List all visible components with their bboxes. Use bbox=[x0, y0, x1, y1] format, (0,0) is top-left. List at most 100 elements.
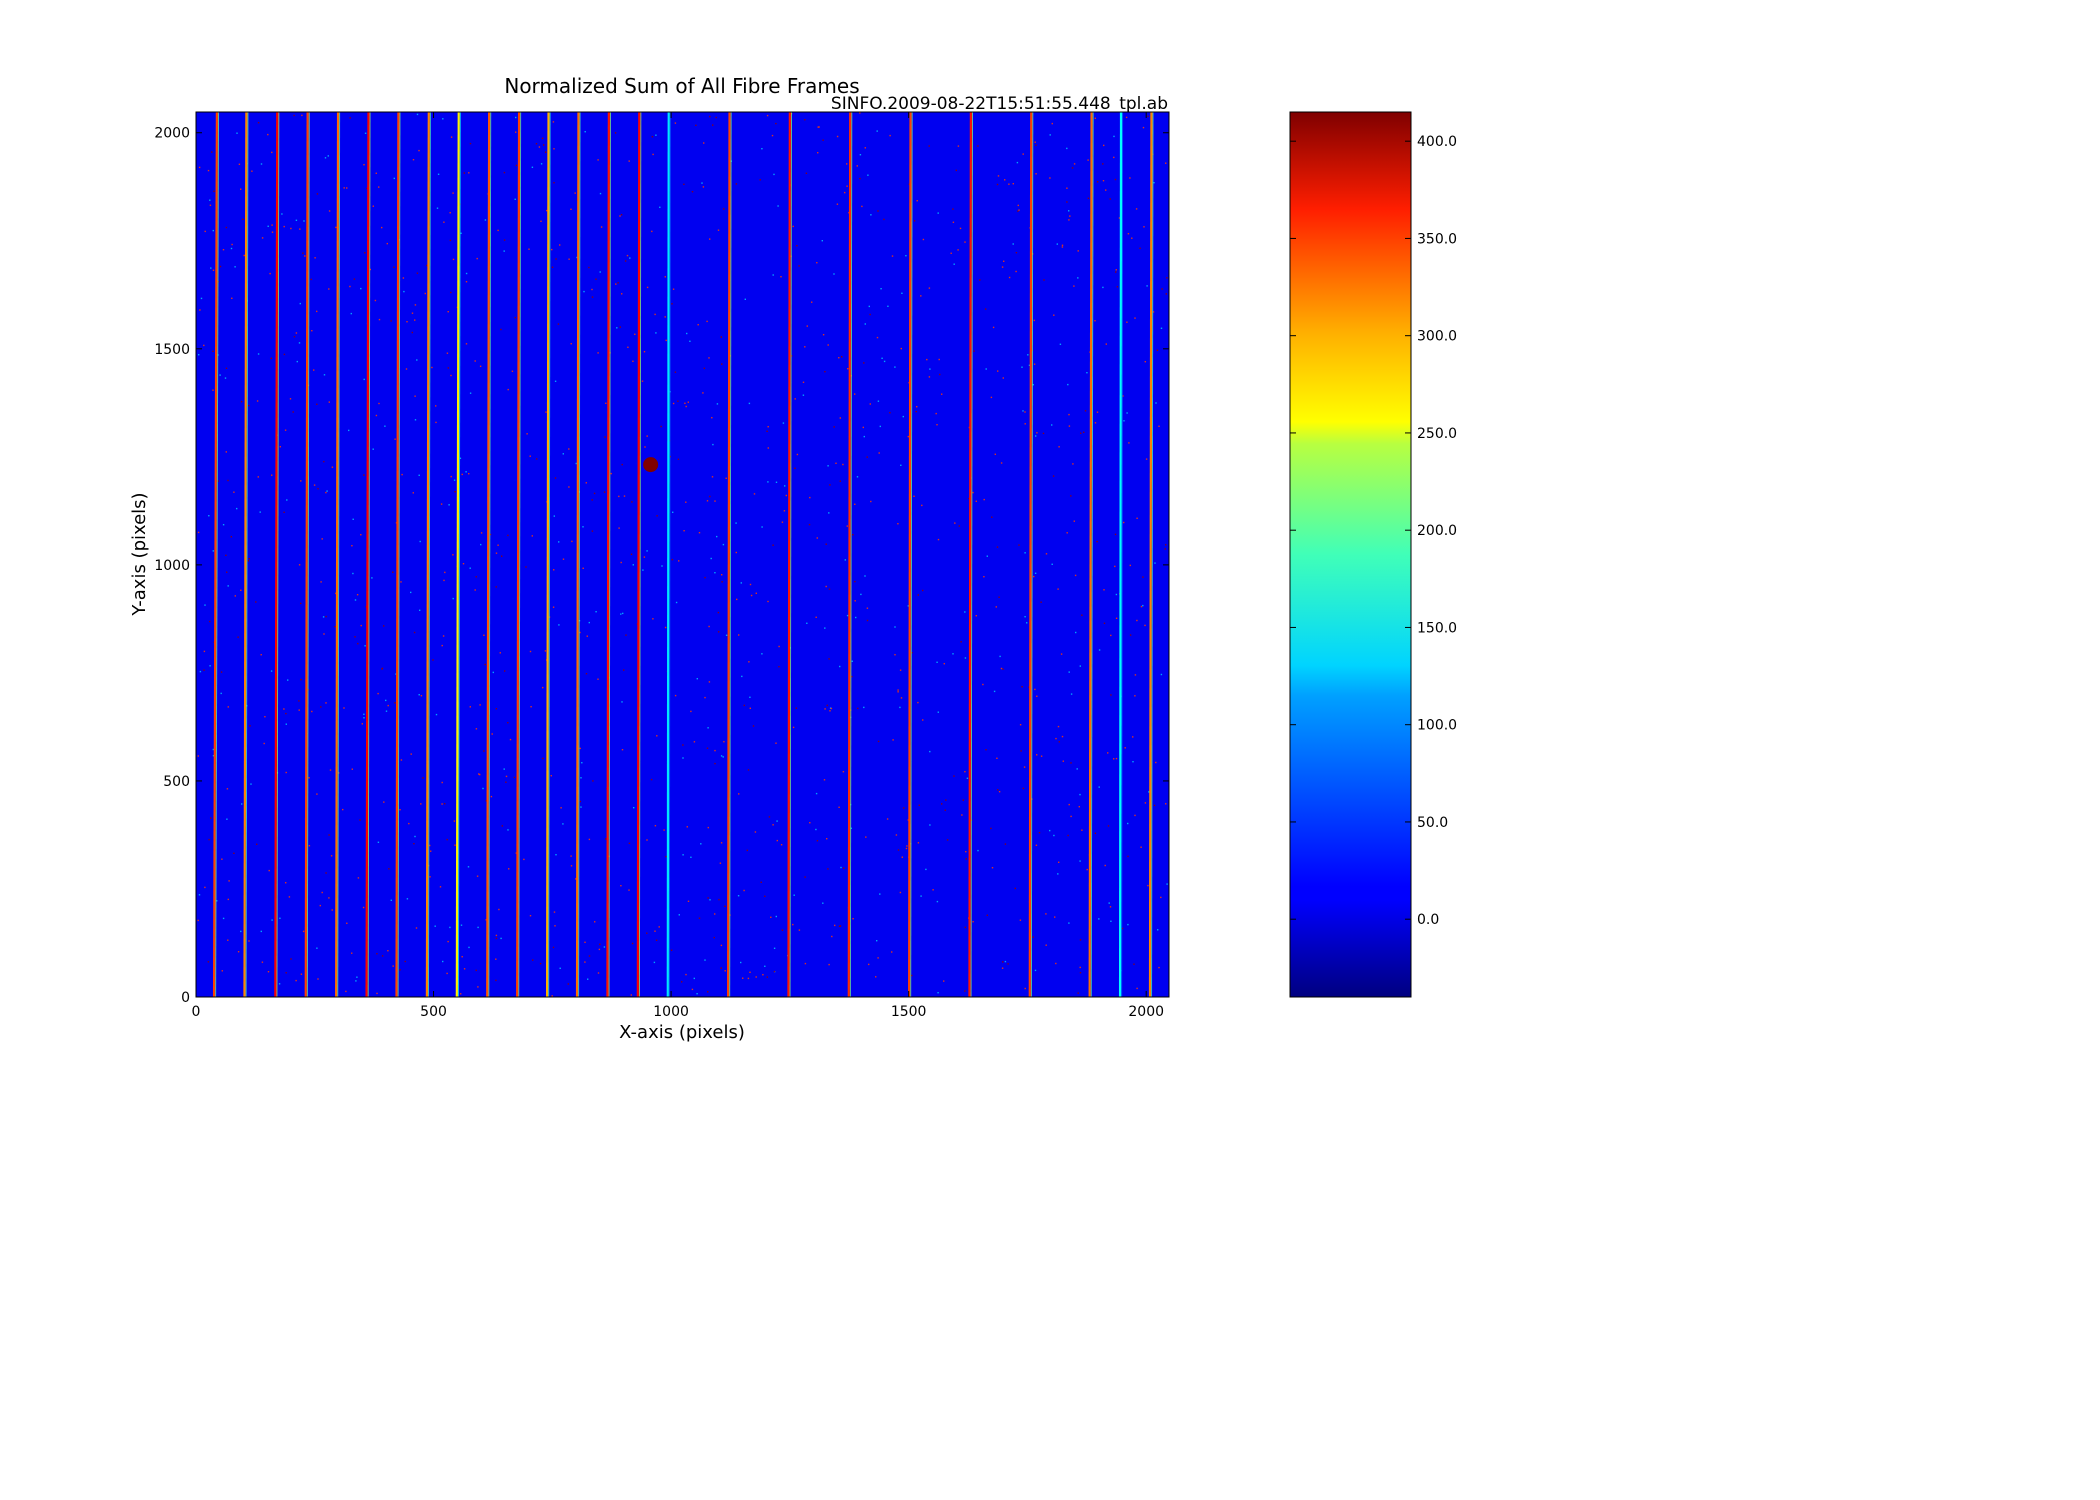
noise-speckle bbox=[448, 504, 450, 506]
noise-speckle bbox=[859, 154, 862, 156]
fibre-line-edge-8 bbox=[428, 112, 431, 997]
noise-speckle bbox=[603, 946, 606, 948]
noise-speckle bbox=[316, 947, 318, 949]
noise-speckle bbox=[261, 961, 264, 963]
noise-speckle bbox=[996, 183, 999, 186]
noise-speckle bbox=[995, 606, 997, 608]
noise-speckle bbox=[392, 571, 394, 573]
noise-speckle bbox=[597, 678, 599, 680]
noise-speckle bbox=[650, 778, 653, 781]
noise-speckle bbox=[453, 479, 456, 481]
noise-speckle bbox=[430, 850, 432, 852]
noise-speckle bbox=[690, 710, 692, 713]
noise-speckle bbox=[234, 266, 236, 268]
colorbar-tick-label: 100.0 bbox=[1417, 718, 1457, 734]
noise-speckle bbox=[722, 756, 724, 758]
noise-speckle bbox=[343, 707, 345, 709]
noise-speckle bbox=[1147, 884, 1149, 887]
noise-speckle bbox=[630, 553, 633, 555]
noise-speckle bbox=[200, 297, 203, 300]
noise-speckle bbox=[1094, 320, 1096, 322]
noise-speckle bbox=[550, 775, 552, 777]
noise-speckle bbox=[209, 665, 211, 667]
noise-speckle bbox=[1040, 755, 1043, 757]
noise-speckle bbox=[366, 187, 368, 190]
noise-speckle bbox=[1073, 520, 1075, 522]
noise-speckle bbox=[1153, 804, 1156, 807]
noise-speckle bbox=[271, 474, 273, 476]
noise-speckle bbox=[207, 961, 210, 963]
noise-speckle bbox=[293, 114, 295, 117]
noise-speckle bbox=[260, 654, 262, 656]
noise-speckle bbox=[1066, 187, 1068, 189]
noise-speckle bbox=[197, 531, 200, 534]
noise-speckle bbox=[887, 305, 889, 307]
noise-speckle bbox=[1134, 317, 1136, 319]
noise-speckle bbox=[632, 564, 634, 566]
noise-speckle bbox=[570, 855, 572, 857]
noise-speckle bbox=[514, 316, 516, 319]
noise-speckle bbox=[599, 192, 602, 195]
noise-speckle bbox=[1017, 210, 1019, 212]
noise-speckle bbox=[1129, 634, 1132, 636]
noise-speckle bbox=[231, 297, 233, 299]
noise-speckle bbox=[212, 748, 214, 751]
noise-speckle bbox=[1027, 354, 1029, 356]
fibre-lines bbox=[212, 112, 1154, 997]
noise-speckle bbox=[809, 822, 811, 824]
noise-speckle bbox=[704, 959, 706, 961]
noise-speckle bbox=[687, 900, 690, 902]
noise-speckle bbox=[855, 616, 857, 619]
noise-speckle bbox=[386, 242, 388, 245]
noise-speckle bbox=[833, 426, 835, 428]
noise-speckle bbox=[698, 532, 701, 534]
noise-speckle bbox=[1079, 793, 1081, 796]
noise-speckle bbox=[558, 624, 560, 626]
noise-speckle bbox=[515, 116, 517, 119]
noise-speckle bbox=[646, 286, 649, 289]
noise-speckle bbox=[1022, 787, 1025, 790]
noise-speckle bbox=[585, 673, 588, 675]
y-axis-label: Y-axis (pixels) bbox=[129, 492, 150, 616]
noise-speckle bbox=[261, 237, 264, 239]
noise-speckle bbox=[1094, 117, 1096, 119]
noise-speckle bbox=[212, 269, 215, 271]
noise-speckle bbox=[237, 636, 239, 638]
noise-speckle bbox=[412, 159, 415, 161]
noise-speckle bbox=[1109, 198, 1111, 200]
noise-speckle bbox=[345, 990, 347, 993]
noise-speckle bbox=[531, 535, 533, 537]
noise-speckle bbox=[449, 239, 452, 242]
noise-speckle bbox=[984, 308, 987, 310]
noise-speckle bbox=[1075, 631, 1077, 634]
noise-speckle bbox=[994, 453, 996, 455]
noise-speckle bbox=[1165, 803, 1167, 805]
noise-speckle bbox=[1122, 395, 1124, 397]
noise-speckle bbox=[1131, 237, 1133, 239]
noise-speckle bbox=[986, 555, 988, 557]
noise-speckle bbox=[993, 690, 996, 693]
noise-speckle bbox=[922, 238, 925, 241]
noise-speckle bbox=[598, 948, 601, 951]
noise-speckle bbox=[619, 326, 621, 328]
noise-speckle bbox=[269, 272, 271, 275]
noise-speckle bbox=[363, 717, 365, 719]
noise-speckle bbox=[1036, 754, 1038, 756]
noise-speckle bbox=[271, 224, 273, 226]
fibre-line-edge-21 bbox=[970, 112, 973, 997]
noise-speckle bbox=[426, 264, 428, 267]
noise-speckle bbox=[540, 220, 542, 222]
noise-speckle bbox=[880, 288, 882, 290]
noise-speckle bbox=[1129, 564, 1131, 567]
noise-speckle bbox=[1160, 896, 1162, 899]
x-tick-label: 0 bbox=[192, 1004, 201, 1020]
noise-speckle bbox=[285, 882, 287, 884]
noise-speckle bbox=[1166, 277, 1168, 279]
noise-speckle bbox=[1165, 293, 1167, 295]
noise-speckle bbox=[1110, 694, 1112, 696]
noise-speckle bbox=[977, 849, 979, 852]
noise-speckle bbox=[856, 476, 859, 478]
noise-speckle bbox=[354, 599, 357, 601]
noise-speckle bbox=[411, 312, 414, 314]
noise-speckle bbox=[1012, 183, 1014, 185]
